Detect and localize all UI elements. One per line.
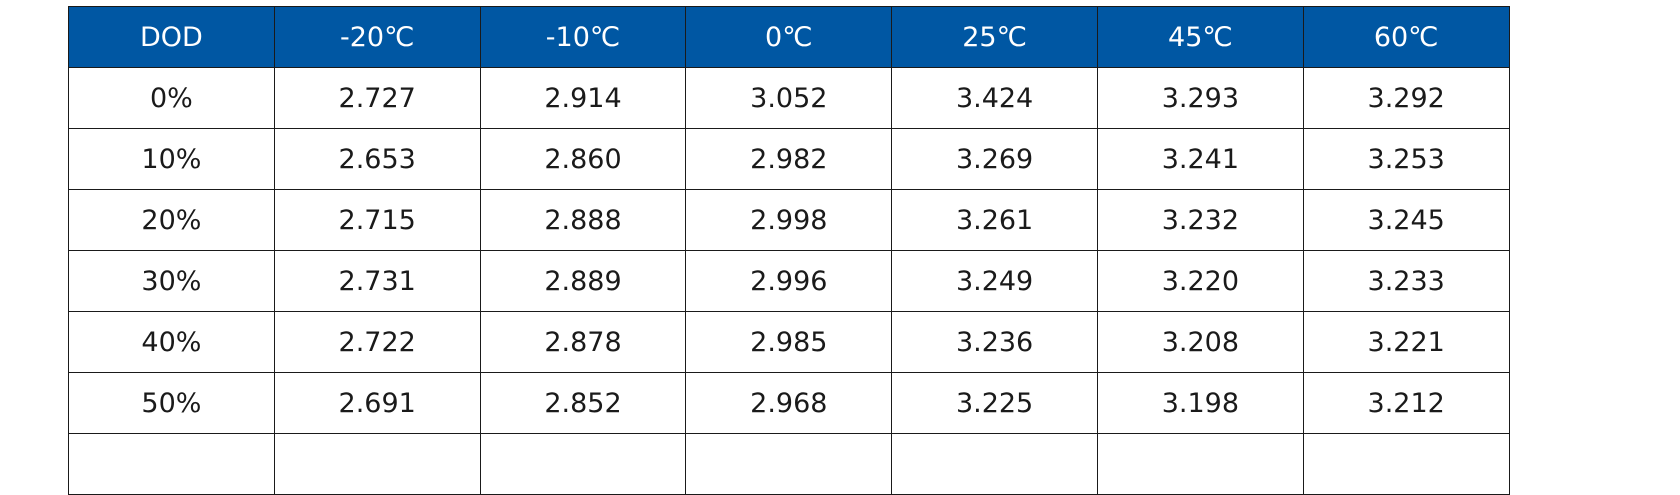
column-header: DOD [68, 6, 275, 68]
empty-cell [891, 433, 1098, 495]
column-header: 0℃ [685, 6, 893, 68]
voltage-cell: 2.860 [479, 128, 687, 190]
voltage-cell: 3.261 [891, 189, 1098, 251]
dod-cell: 50% [68, 372, 275, 434]
voltage-cell: 3.212 [1302, 372, 1510, 434]
voltage-cell: 3.233 [1302, 250, 1510, 312]
column-header: 25℃ [891, 6, 1098, 68]
table-row: 10% 2.653 2.860 2.982 3.269 3.241 3.253 [68, 128, 1510, 190]
voltage-cell: 2.852 [479, 372, 687, 434]
voltage-cell: 2.727 [273, 67, 481, 129]
voltage-cell: 2.691 [273, 372, 481, 434]
dod-cell: 40% [68, 311, 275, 373]
voltage-cell: 2.731 [273, 250, 481, 312]
table-row-cut-off [68, 433, 1510, 495]
dod-cell: 20% [68, 189, 275, 251]
table-row: 0% 2.727 2.914 3.052 3.424 3.293 3.292 [68, 67, 1510, 129]
voltage-cell: 3.249 [891, 250, 1098, 312]
voltage-cell: 3.198 [1096, 372, 1304, 434]
voltage-cell: 3.220 [1096, 250, 1304, 312]
voltage-cell: 2.968 [685, 372, 893, 434]
voltage-cell: 2.653 [273, 128, 481, 190]
column-header: 60℃ [1302, 6, 1510, 68]
voltage-cell: 2.722 [273, 311, 481, 373]
empty-cell [273, 433, 481, 495]
header-row: DOD -20℃ -10℃ 0℃ 25℃ 45℃ 60℃ [68, 6, 1510, 68]
empty-cell [1302, 433, 1510, 495]
table-row: 50% 2.691 2.852 2.968 3.225 3.198 3.212 [68, 372, 1510, 434]
empty-cell [479, 433, 687, 495]
column-header: 45℃ [1096, 6, 1304, 68]
voltage-cell: 3.269 [891, 128, 1098, 190]
voltage-cell: 2.889 [479, 250, 687, 312]
dod-cell: 0% [68, 67, 275, 129]
voltage-cell: 3.225 [891, 372, 1098, 434]
table-row: 40% 2.722 2.878 2.985 3.236 3.208 3.221 [68, 311, 1510, 373]
voltage-cell: 2.878 [479, 311, 687, 373]
table-row: 20% 2.715 2.888 2.998 3.261 3.232 3.245 [68, 189, 1510, 251]
voltage-cell: 3.241 [1096, 128, 1304, 190]
voltage-cell: 3.245 [1302, 189, 1510, 251]
voltage-cell: 3.236 [891, 311, 1098, 373]
voltage-cell: 3.293 [1096, 67, 1304, 129]
voltage-cell: 2.982 [685, 128, 893, 190]
voltage-cell: 2.914 [479, 67, 687, 129]
voltage-cell: 2.998 [685, 189, 893, 251]
empty-cell [685, 433, 893, 495]
table-row: 30% 2.731 2.889 2.996 3.249 3.220 3.233 [68, 250, 1510, 312]
voltage-cell: 2.715 [273, 189, 481, 251]
voltage-cell: 2.888 [479, 189, 687, 251]
voltage-cell: 3.424 [891, 67, 1098, 129]
dod-cell: 10% [68, 128, 275, 190]
voltage-cell: 3.292 [1302, 67, 1510, 129]
empty-cell [68, 433, 275, 495]
voltage-cell: 3.232 [1096, 189, 1304, 251]
empty-cell [1096, 433, 1304, 495]
column-header: -20℃ [273, 6, 481, 68]
voltage-cell: 3.221 [1302, 311, 1510, 373]
dod-cell: 30% [68, 250, 275, 312]
voltage-cell: 2.996 [685, 250, 893, 312]
dod-voltage-table: DOD -20℃ -10℃ 0℃ 25℃ 45℃ 60℃ 0% 2.727 2.914 3.052… [68, 6, 1510, 495]
column-header: -10℃ [479, 6, 687, 68]
voltage-cell: 3.253 [1302, 128, 1510, 190]
voltage-cell: 2.985 [685, 311, 893, 373]
voltage-cell: 3.052 [685, 67, 893, 129]
voltage-cell: 3.208 [1096, 311, 1304, 373]
